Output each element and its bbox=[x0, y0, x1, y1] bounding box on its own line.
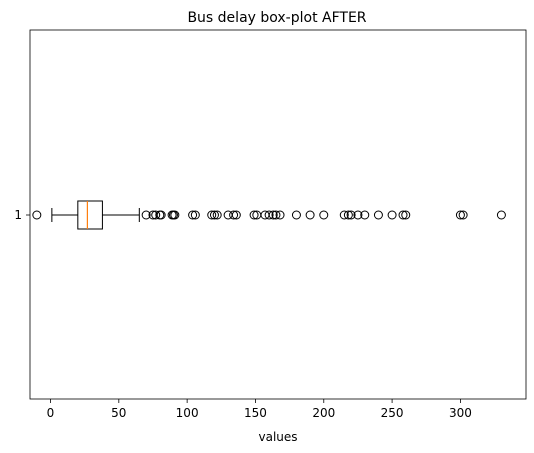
outlier-point bbox=[249, 210, 259, 220]
outlier-point bbox=[339, 210, 349, 220]
outlier-point bbox=[209, 210, 219, 220]
plot-area bbox=[29, 29, 527, 400]
outlier-point bbox=[373, 210, 383, 220]
y-axis: 1 bbox=[14, 208, 30, 222]
outlier-point bbox=[212, 210, 222, 220]
outlier-point bbox=[207, 210, 217, 220]
outlier-point bbox=[401, 210, 411, 220]
x-tick-label: 150 bbox=[244, 406, 267, 420]
outlier-point bbox=[360, 210, 370, 220]
outlier-point bbox=[305, 210, 315, 220]
box-plot bbox=[51, 200, 140, 230]
outlier-point bbox=[455, 210, 465, 220]
x-tick-label: 250 bbox=[381, 406, 404, 420]
iqr-box bbox=[77, 200, 103, 230]
chart-title: Bus delay box-plot AFTER bbox=[187, 10, 366, 26]
outlier-point bbox=[156, 210, 166, 220]
outlier-point bbox=[319, 210, 329, 220]
outlier-point bbox=[190, 210, 200, 220]
outlier-point bbox=[387, 210, 397, 220]
outlier-point bbox=[346, 210, 356, 220]
outlier-point bbox=[264, 210, 274, 220]
x-tick-label: 200 bbox=[312, 406, 335, 420]
outlier-point bbox=[275, 210, 285, 220]
outlier-point bbox=[188, 210, 198, 220]
outlier-point bbox=[268, 210, 278, 220]
outlier-points bbox=[32, 210, 506, 220]
outlier-point bbox=[231, 210, 241, 220]
outlier-point bbox=[32, 210, 42, 220]
outlier-point bbox=[229, 210, 239, 220]
outlier-point bbox=[458, 210, 468, 220]
outlier-point bbox=[141, 210, 151, 220]
outlier-point bbox=[271, 210, 281, 220]
x-tick-label: 50 bbox=[111, 406, 126, 420]
y-tick-label: 1 bbox=[14, 208, 22, 222]
x-tick-label: 100 bbox=[176, 406, 199, 420]
outlier-point bbox=[291, 210, 301, 220]
x-tick-label: 300 bbox=[449, 406, 472, 420]
outlier-point bbox=[496, 210, 506, 220]
x-axis-label: values bbox=[258, 430, 297, 444]
outlier-point bbox=[398, 210, 408, 220]
x-tick-label: 0 bbox=[47, 406, 55, 420]
outlier-point bbox=[353, 210, 363, 220]
outlier-point bbox=[170, 210, 180, 220]
outlier-point bbox=[151, 210, 161, 220]
x-axis: 0 50 100 150 200 250 300 bbox=[47, 399, 472, 420]
outlier-point bbox=[343, 210, 353, 220]
